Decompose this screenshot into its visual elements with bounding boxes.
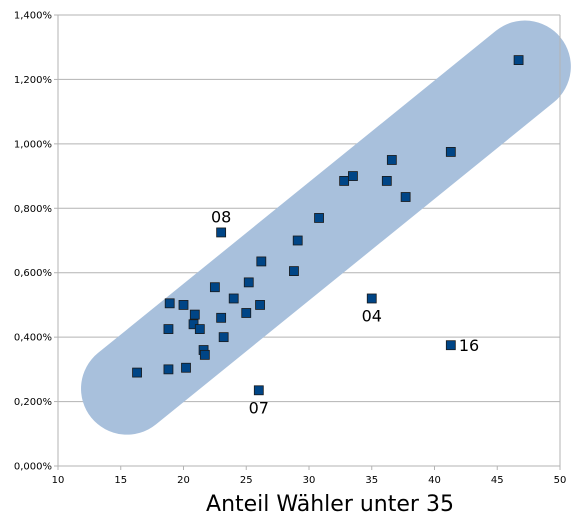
point-label-07: 07 — [249, 398, 269, 417]
y-tick-label-3: 0,600% — [14, 268, 52, 279]
data-point-31 — [445, 147, 456, 157]
y-tick-label-0: 0,000% — [14, 462, 52, 473]
data-point-21 — [289, 266, 299, 277]
y-tick-label-5: 1,000% — [14, 139, 52, 150]
data-point-14 — [218, 332, 229, 343]
y-tick-label-6: 1,200% — [14, 75, 52, 86]
data-point-18 — [253, 385, 264, 396]
point-labels: 08 07 04 16 — [211, 207, 479, 417]
data-point-2 — [163, 324, 174, 334]
data-point-16 — [241, 308, 252, 318]
point-label-04: 04 — [362, 306, 382, 325]
y-axis-ticks: 0,000% 0,200% 0,400% 0,600% 0,800% 1,000% 1,20… — [14, 11, 58, 473]
data-point-20 — [256, 256, 267, 267]
data-point-3 — [164, 298, 175, 309]
data-point-25 — [348, 171, 358, 181]
data-point-4 — [178, 300, 189, 310]
data-point-15 — [228, 293, 239, 304]
data-point-0 — [132, 367, 142, 378]
data-point-28 — [386, 155, 397, 165]
trend-band-shape — [81, 20, 571, 435]
x-axis-ticks: 10 15 20 25 30 35 40 45 50 — [52, 466, 567, 486]
data-point-12 — [216, 312, 227, 323]
data-point-1 — [163, 364, 174, 375]
data-point-11 — [209, 282, 220, 293]
x-tick-label-6: 40 — [428, 475, 441, 486]
data-point-19 — [255, 300, 265, 310]
x-tick-label-0: 10 — [52, 475, 65, 486]
x-tick-label-5: 35 — [365, 475, 378, 486]
x-tick-label-4: 30 — [303, 475, 316, 486]
x-tick-label-3: 25 — [240, 475, 253, 486]
x-tick-label-7: 45 — [491, 475, 504, 486]
y-tick-label-1: 0,200% — [14, 397, 52, 408]
data-points — [132, 55, 524, 396]
data-point-22 — [292, 235, 303, 246]
data-point-7 — [189, 309, 200, 320]
data-point-30 — [445, 340, 456, 351]
data-point-32 — [513, 55, 524, 65]
data-point-24 — [339, 176, 350, 186]
point-label-16: 16 — [459, 336, 479, 355]
data-point-8 — [194, 324, 205, 334]
trend-band — [81, 20, 571, 435]
data-point-5 — [181, 362, 191, 373]
data-point-10 — [199, 349, 210, 360]
data-point-29 — [400, 192, 411, 202]
data-point-26 — [366, 293, 377, 304]
x-tick-label-1: 15 — [114, 475, 127, 486]
data-point-17 — [243, 277, 254, 288]
y-tick-label-7: 1,400% — [14, 11, 52, 22]
point-label-08: 08 — [211, 207, 231, 226]
y-tick-label-4: 0,800% — [14, 204, 52, 215]
x-tick-label-8: 50 — [554, 475, 567, 486]
data-point-23 — [314, 213, 324, 223]
x-tick-label-2: 20 — [177, 475, 190, 486]
data-point-13 — [216, 227, 227, 238]
data-point-27 — [381, 176, 392, 186]
x-axis-title: Anteil Wähler unter 35 — [206, 492, 454, 517]
y-tick-label-2: 0,400% — [14, 333, 52, 344]
